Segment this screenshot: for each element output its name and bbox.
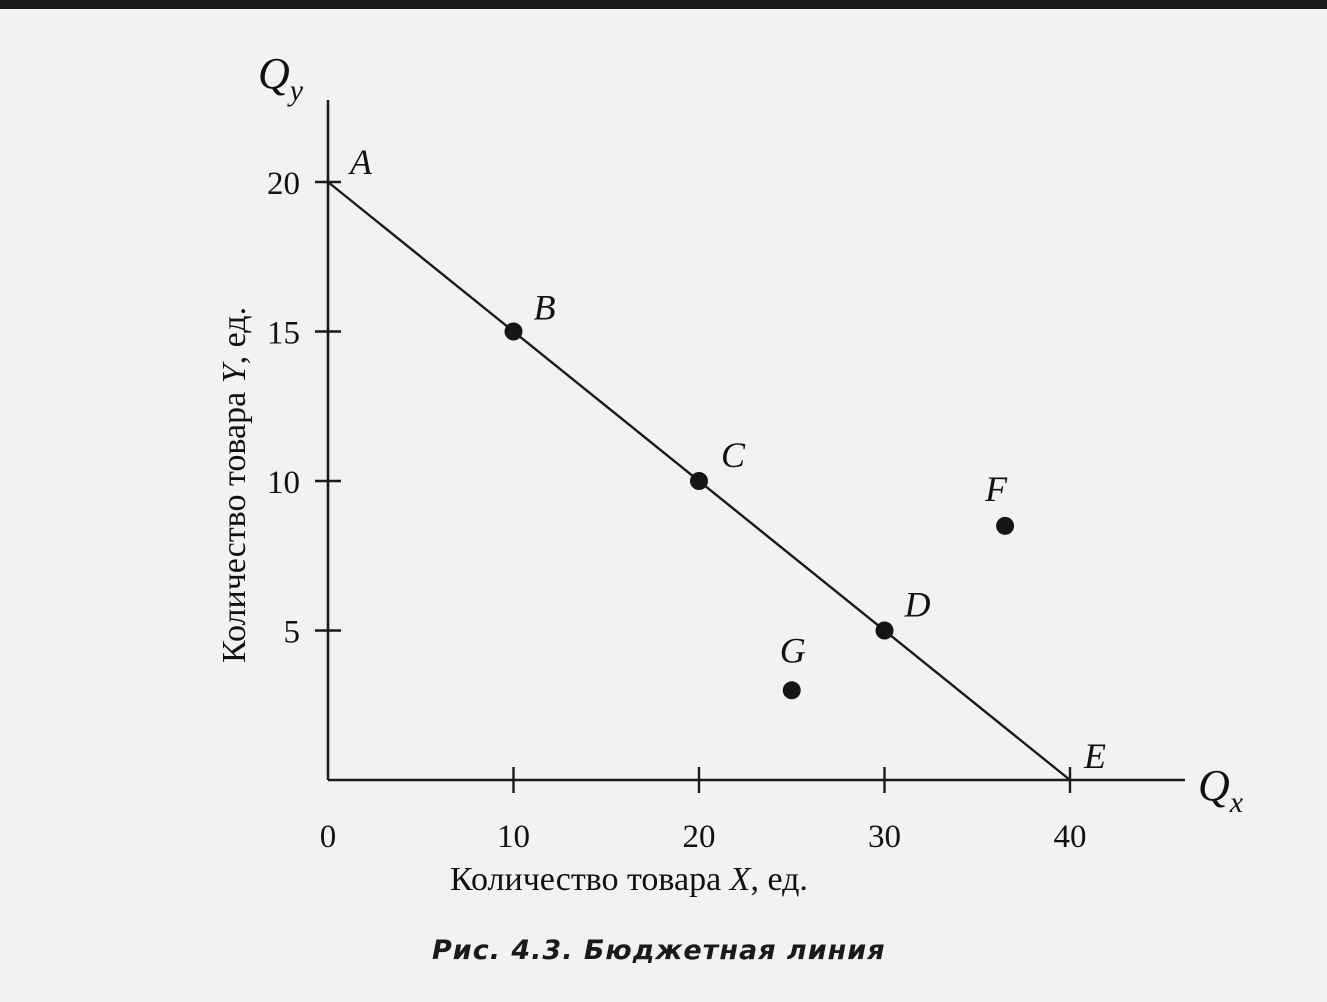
point-label-d: D — [904, 585, 931, 625]
x-axis-symbol: Qx — [1198, 761, 1244, 819]
point-label-c: C — [721, 435, 746, 475]
y-axis-title: Количество товара Y, ед. — [216, 307, 253, 663]
point-c — [690, 472, 708, 490]
data-points — [504, 322, 1015, 700]
point-label-b: B — [534, 288, 556, 328]
y-tick-label: 5 — [284, 615, 301, 651]
figure-caption: Рис. 4.3. Бюджетная линия — [432, 935, 886, 966]
page-top-rule — [0, 0, 1327, 9]
point-g — [782, 681, 801, 700]
point-labels: A B C D E F G — [348, 142, 1106, 776]
point-d — [875, 621, 894, 640]
x-tick-label: 20 — [683, 819, 716, 855]
axes — [326, 100, 1185, 782]
x-axis-title: Количество товара X, ед. — [450, 861, 808, 898]
axis-tick-labels: 0 10 20 30 40 5 10 15 20 — [267, 166, 1087, 855]
point-label-a: A — [348, 142, 373, 182]
point-label-g: G — [780, 630, 806, 670]
point-f — [996, 516, 1015, 535]
point-b — [504, 322, 523, 341]
x-tick-label: 10 — [497, 819, 530, 855]
point-label-e: E — [1083, 736, 1106, 776]
y-tick-label: 20 — [267, 166, 300, 202]
point-label-f: F — [984, 469, 1008, 509]
x-tick-label: 0 — [320, 819, 337, 855]
y-tick-label: 10 — [267, 465, 300, 501]
axis-ticks — [315, 180, 1072, 793]
y-tick-label: 15 — [267, 316, 300, 352]
x-tick-label: 30 — [868, 819, 901, 855]
x-tick-label: 40 — [1054, 819, 1087, 855]
y-axis-symbol: Qy — [258, 49, 304, 107]
